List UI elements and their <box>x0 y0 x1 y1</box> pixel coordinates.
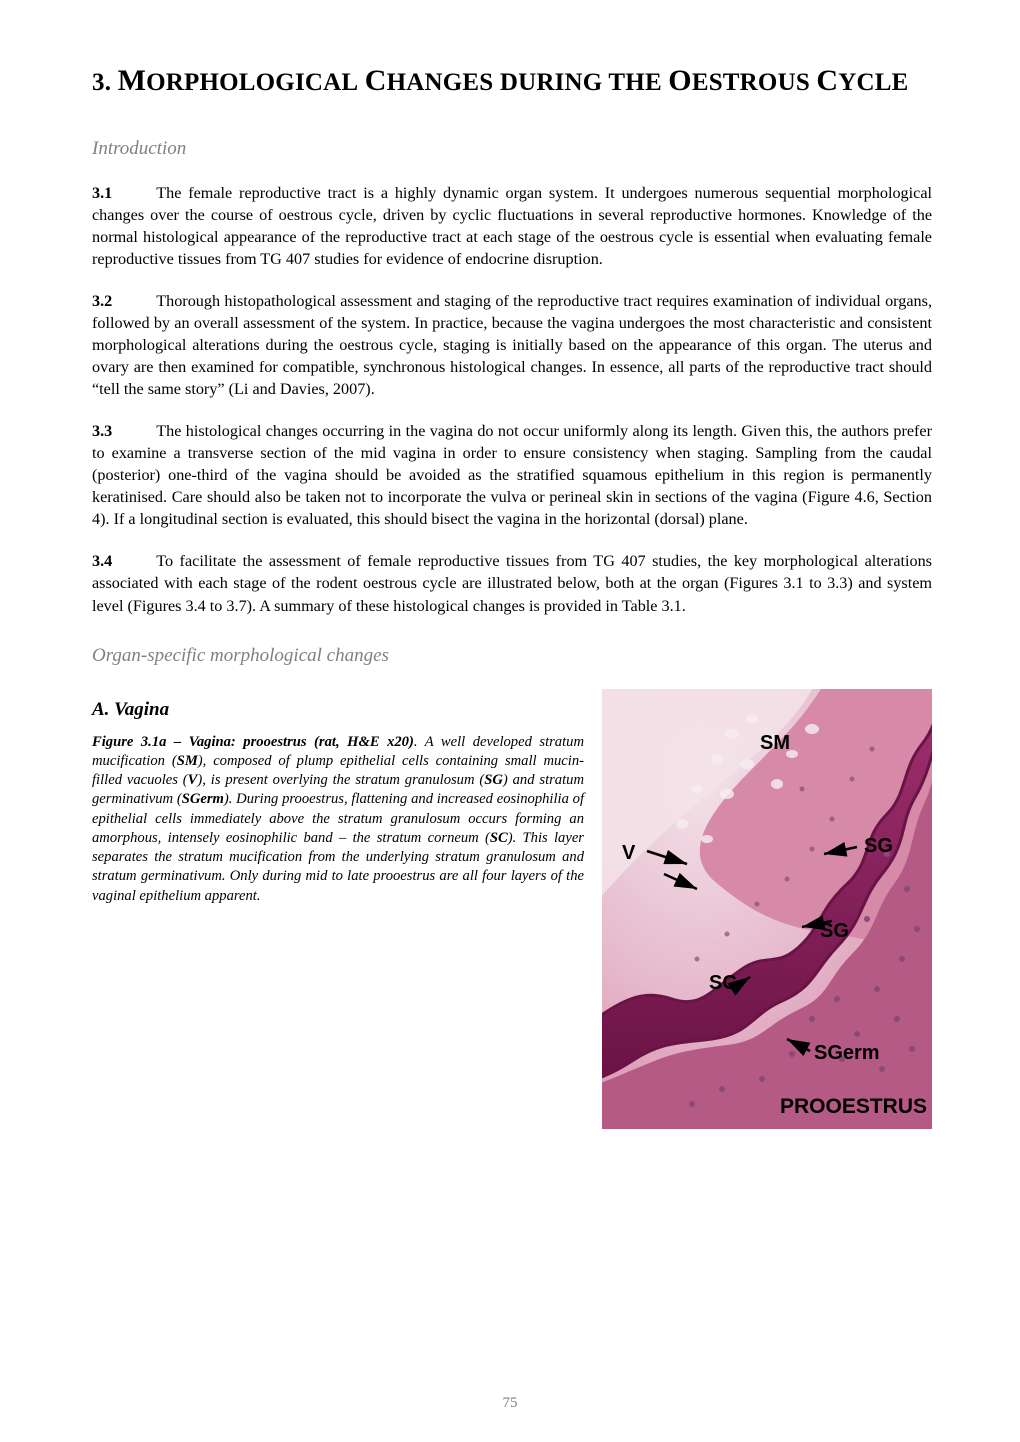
page-number: 75 <box>0 1395 1020 1412</box>
para-number: 3.1 <box>92 184 112 202</box>
para-number: 3.4 <box>92 552 112 570</box>
paragraph-3-1: 3.1The female reproductive tract is a hi… <box>92 182 932 270</box>
chapter-number: 3. <box>92 69 111 96</box>
chapter-title: 3. MORPHOLOGICAL CHANGES DURING THE OEST… <box>92 64 932 98</box>
paragraph-3-3: 3.3The histological changes occurring in… <box>92 420 932 530</box>
para-number: 3.3 <box>92 422 112 440</box>
vagina-heading: A. Vagina <box>92 699 584 721</box>
histology-figure: SM V SG SG SC SGerm PROOESTRUS <box>602 689 932 1129</box>
label-sg: SG <box>864 835 893 857</box>
label-sg2: SG <box>820 920 849 942</box>
label-sgerm: SGerm <box>814 1042 880 1064</box>
figure-caption: Figure 3.1a – Vagina: prooestrus (rat, H… <box>92 733 584 906</box>
label-stage: PROOESTRUS <box>780 1095 927 1118</box>
para-text: Thorough histopathological assessment an… <box>92 292 932 398</box>
para-text: To facilitate the assessment of female r… <box>92 552 932 614</box>
para-number: 3.2 <box>92 292 112 310</box>
organ-heading: Organ-specific morphological changes <box>92 645 932 667</box>
label-v: V <box>622 842 636 864</box>
para-text: The histological changes occurring in th… <box>92 422 932 528</box>
label-sc: SC <box>709 972 737 994</box>
para-text: The female reproductive tract is a highl… <box>92 184 932 268</box>
introduction-heading: Introduction <box>92 138 932 160</box>
label-sm: SM <box>760 732 790 754</box>
paragraph-3-2: 3.2Thorough histopathological assessment… <box>92 290 932 400</box>
paragraph-3-4: 3.4To facilitate the assessment of femal… <box>92 550 932 616</box>
